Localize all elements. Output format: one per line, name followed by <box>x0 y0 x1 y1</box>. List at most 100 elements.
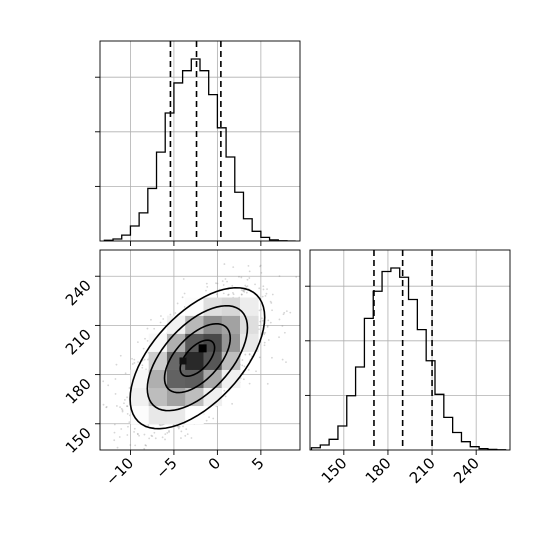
scatter-point <box>129 444 132 446</box>
bottom-right-xtick-label: 150 <box>318 454 351 487</box>
scatter-point <box>258 287 261 290</box>
scatter-point <box>147 424 150 427</box>
scatter-point <box>184 434 187 437</box>
scatter-point <box>283 331 286 334</box>
scatter-point <box>224 395 227 398</box>
scatter-point <box>226 280 228 283</box>
density-bin <box>130 387 149 407</box>
scatter-point <box>227 293 230 296</box>
scatter-point <box>205 282 208 285</box>
scatter-point <box>153 327 156 330</box>
scatter-point <box>148 437 151 440</box>
scatter-point <box>289 311 292 314</box>
scatter-point <box>246 285 249 288</box>
scatter-point <box>121 410 124 413</box>
scatter-point <box>119 354 122 357</box>
bottom-right-histogram-step <box>310 267 507 450</box>
scatter-point <box>185 428 188 431</box>
density-bin <box>185 297 204 316</box>
scatter-point <box>248 277 251 279</box>
scatter-point <box>244 353 247 356</box>
scatter-point <box>144 444 147 446</box>
scatter-point <box>240 289 243 291</box>
bottom-right-histogram <box>310 250 507 450</box>
density-peak <box>179 357 187 365</box>
scatter-point <box>150 434 153 437</box>
scatter-point <box>118 436 121 438</box>
density-contour-3 <box>163 322 232 394</box>
density-bin <box>166 315 186 334</box>
scatter-point <box>180 437 182 439</box>
scatter-point <box>282 313 285 316</box>
scatter-point <box>113 423 116 426</box>
scatter-point <box>243 365 246 368</box>
scatter-point <box>258 309 261 312</box>
scatter-point <box>157 460 159 462</box>
scatter-point <box>124 372 127 375</box>
scatter-point <box>246 278 249 281</box>
scatter-point <box>177 425 180 428</box>
scatter-point <box>260 308 263 311</box>
scatter-point <box>260 271 263 274</box>
scatter-point <box>147 358 149 361</box>
scatter-point <box>263 333 266 336</box>
density-bin <box>221 351 241 370</box>
scatter-point <box>180 430 183 433</box>
joint-xtick-label: −10 <box>102 454 137 489</box>
top-left-gridlines <box>100 41 300 241</box>
scatter-point <box>105 405 108 408</box>
scatter-point <box>168 431 170 433</box>
scatter-point <box>223 389 226 392</box>
joint-ytick-label: 180 <box>62 375 95 408</box>
scatter-point <box>126 412 129 415</box>
scatter-point <box>120 407 123 410</box>
scatter-point <box>128 387 131 389</box>
scatter-point <box>245 285 248 288</box>
scatter-point <box>133 358 136 361</box>
scatter-point <box>245 291 248 294</box>
scatter-point <box>136 341 139 344</box>
scatter-point <box>146 327 149 330</box>
bottom-right-frame <box>309 249 511 451</box>
scatter-point <box>108 458 110 460</box>
scatter-point <box>206 285 209 288</box>
scatter-point <box>151 435 154 438</box>
scatter-point <box>285 310 288 313</box>
density-bin <box>185 351 204 370</box>
scatter-point <box>240 293 243 296</box>
bottom-right-xtick-label: 240 <box>450 454 483 487</box>
scatter-point <box>266 288 268 291</box>
scatter-point <box>261 295 264 298</box>
scatter-point <box>248 382 251 385</box>
scatter-point <box>166 432 169 434</box>
scatter-point <box>114 393 117 395</box>
scatter-point <box>269 300 272 303</box>
top-left-histogram-step <box>103 58 296 241</box>
scatter-point <box>120 428 123 430</box>
scatter-point <box>232 293 235 296</box>
scatter-point <box>278 336 280 339</box>
scatter-point <box>254 283 256 286</box>
density-bin <box>148 369 168 389</box>
scatter-point <box>267 339 270 341</box>
scatter-point <box>141 366 144 369</box>
scatter-point <box>150 318 152 321</box>
joint-frame <box>99 249 301 451</box>
density-bin <box>130 405 149 425</box>
scatter-point <box>266 382 269 385</box>
scatter-point <box>176 302 179 305</box>
scatter-point <box>123 402 125 405</box>
scatter-point <box>283 311 286 314</box>
scatter-point <box>115 363 118 366</box>
scatter-point <box>126 434 129 436</box>
scatter-point <box>160 315 162 317</box>
scatter-point <box>208 416 210 419</box>
scatter-point <box>141 364 144 367</box>
density-bin <box>203 351 223 370</box>
scatter-point <box>221 280 224 283</box>
joint-density <box>102 263 298 462</box>
scatter-point <box>278 318 281 321</box>
scatter-point <box>242 290 245 293</box>
scatter-point <box>105 406 108 409</box>
scatter-point <box>123 399 126 401</box>
